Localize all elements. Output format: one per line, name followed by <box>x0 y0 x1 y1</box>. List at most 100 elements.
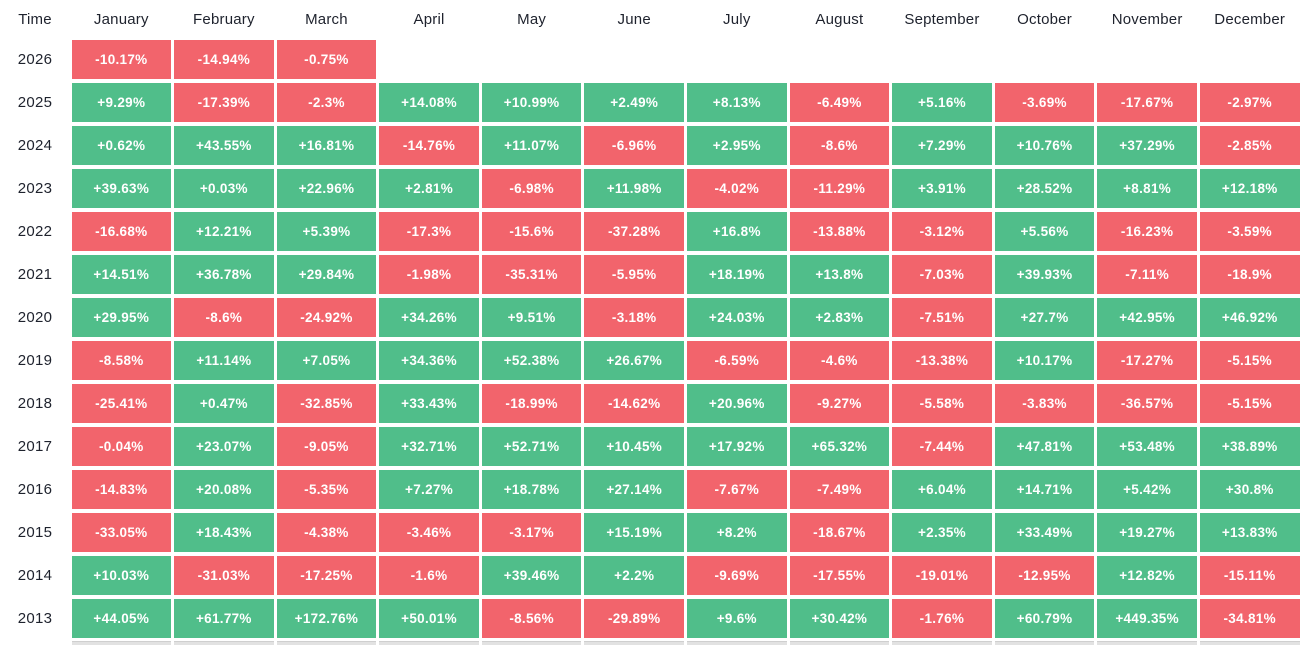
month-cell: -7.67% <box>687 470 787 509</box>
month-cell: -9.69% <box>687 556 787 595</box>
month-cell: -3.46% <box>379 513 479 552</box>
month-cell: -17.3% <box>379 212 479 251</box>
month-cell: -7.11% <box>1097 255 1197 294</box>
month-cell: -17.27% <box>1097 341 1197 380</box>
month-header-november: November <box>1111 10 1183 28</box>
month-cell: +3.91% <box>892 169 992 208</box>
month-cell: -3.12% <box>892 212 992 251</box>
month-header-april: April <box>413 10 445 28</box>
heatmap-header-row: Time January February March April May June Jul… <box>0 0 1301 38</box>
month-cell: -17.55% <box>789 556 890 595</box>
month-cell: +23.07% <box>174 427 274 466</box>
empty-cell <box>1200 40 1300 79</box>
year-label: 2024 <box>17 137 53 154</box>
month-cell: -9.27% <box>789 384 890 423</box>
month-cell: +34.36% <box>379 341 479 380</box>
truncated-cell <box>1097 641 1197 645</box>
month-cell: +27.14% <box>584 470 684 509</box>
year-label: 2021 <box>17 266 53 283</box>
month-cell: +39.63% <box>71 169 172 208</box>
month-cell: -3.17% <box>481 513 582 552</box>
truncated-cell <box>789 641 890 645</box>
year-label: 2019 <box>17 352 53 369</box>
month-cell: +8.13% <box>687 83 787 122</box>
month-cell: +52.38% <box>481 341 582 380</box>
month-cell: +2.81% <box>379 169 479 208</box>
month-cell: +10.76% <box>994 126 1095 165</box>
month-cell: +24.03% <box>687 298 787 337</box>
month-cell: -6.49% <box>789 83 890 122</box>
month-cell: -3.83% <box>994 384 1095 423</box>
month-cell: +18.43% <box>174 513 274 552</box>
truncated-cell <box>276 641 377 645</box>
month-cell: -8.58% <box>71 341 172 380</box>
month-cell: +18.19% <box>687 255 787 294</box>
month-cell: +10.99% <box>481 83 582 122</box>
month-header-september: September <box>904 10 980 28</box>
month-cell: -4.02% <box>687 169 787 208</box>
month-cell: +42.95% <box>1097 298 1197 337</box>
empty-cell <box>482 40 582 79</box>
month-cell: +16.8% <box>687 212 787 251</box>
corner-label-time: Time <box>18 10 52 28</box>
month-cell: +34.26% <box>379 298 479 337</box>
month-header-june: June <box>617 10 651 28</box>
month-cell: +33.49% <box>994 513 1095 552</box>
month-cell: -0.75% <box>276 40 377 79</box>
month-cell: +39.93% <box>994 255 1095 294</box>
month-cell: +29.84% <box>276 255 377 294</box>
month-cell: -8.6% <box>789 126 890 165</box>
month-cell: -36.57% <box>1097 384 1197 423</box>
month-cell: -6.96% <box>584 126 684 165</box>
month-cell: -25.41% <box>71 384 172 423</box>
empty-cell <box>584 40 684 79</box>
month-cell: -7.49% <box>789 470 890 509</box>
month-header-march: March <box>305 10 348 28</box>
month-cell: +449.35% <box>1097 599 1197 638</box>
month-cell: +5.39% <box>276 212 377 251</box>
month-cell: +7.05% <box>276 341 377 380</box>
month-cell: -18.99% <box>481 384 582 423</box>
month-cell: +0.03% <box>174 169 274 208</box>
month-cell: +29.95% <box>71 298 172 337</box>
month-cell: +32.71% <box>379 427 479 466</box>
truncated-cell <box>71 641 172 645</box>
table-row: 2021 +14.51% +36.78% +29.84% -1.98% -35.31% -5… <box>0 253 1301 296</box>
month-cell: -33.05% <box>71 513 172 552</box>
month-cell: -13.88% <box>789 212 890 251</box>
month-cell: +44.05% <box>71 599 172 638</box>
month-cell: -5.58% <box>892 384 992 423</box>
month-cell: +26.67% <box>584 341 684 380</box>
month-cell: +28.52% <box>994 169 1095 208</box>
month-cell: -3.18% <box>584 298 684 337</box>
month-cell: -16.23% <box>1097 212 1197 251</box>
month-cell: +10.03% <box>71 556 172 595</box>
year-label: 2025 <box>17 94 53 111</box>
month-cell: -14.62% <box>584 384 684 423</box>
empty-cell <box>1097 40 1197 79</box>
year-label: 2022 <box>17 223 53 240</box>
empty-cell <box>687 40 787 79</box>
month-cell: +38.89% <box>1199 427 1300 466</box>
month-header-february: February <box>193 10 255 28</box>
truncated-cell <box>1199 641 1300 645</box>
month-cell: -14.94% <box>174 40 274 79</box>
month-cell: +14.71% <box>994 470 1095 509</box>
month-cell: -2.97% <box>1199 83 1300 122</box>
month-cell: +50.01% <box>379 599 479 638</box>
month-cell: +2.95% <box>687 126 787 165</box>
month-cell: -7.51% <box>892 298 992 337</box>
month-cell: +14.51% <box>71 255 172 294</box>
month-cell: -7.03% <box>892 255 992 294</box>
month-cell: -6.59% <box>687 341 787 380</box>
month-cell: -2.3% <box>276 83 377 122</box>
month-cell: +9.6% <box>687 599 787 638</box>
month-cell: -14.83% <box>71 470 172 509</box>
month-header-december: December <box>1214 10 1286 28</box>
table-row: 2020 +29.95% -8.6% -24.92% +34.26% +9.51% -3.1… <box>0 296 1301 339</box>
month-cell: +13.83% <box>1199 513 1300 552</box>
month-cell: +20.08% <box>174 470 274 509</box>
empty-cell <box>892 40 992 79</box>
month-cell: +12.21% <box>174 212 274 251</box>
